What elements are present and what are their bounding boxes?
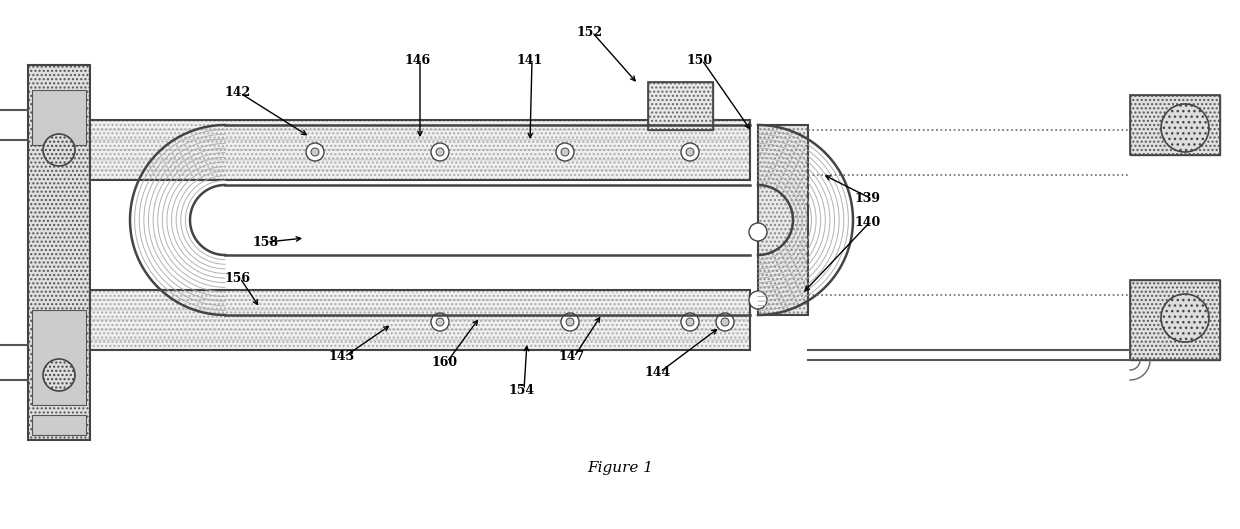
Bar — [91, 160, 750, 170]
Circle shape — [686, 148, 694, 156]
Circle shape — [1161, 294, 1209, 342]
Text: 139: 139 — [856, 191, 880, 205]
Circle shape — [432, 143, 449, 161]
Circle shape — [306, 143, 324, 161]
Circle shape — [681, 143, 699, 161]
Circle shape — [556, 143, 574, 161]
Text: Figure 1: Figure 1 — [587, 461, 653, 475]
Bar — [91, 120, 750, 180]
Bar — [758, 125, 808, 315]
Bar — [1130, 280, 1220, 360]
Circle shape — [560, 313, 579, 331]
Bar — [91, 310, 750, 320]
Bar — [1130, 280, 1220, 360]
Circle shape — [749, 223, 768, 241]
Bar — [91, 120, 750, 130]
Circle shape — [432, 313, 449, 331]
Bar — [91, 330, 750, 340]
Text: 156: 156 — [224, 271, 250, 285]
Text: 147: 147 — [559, 351, 585, 363]
Text: 146: 146 — [405, 53, 432, 67]
Circle shape — [681, 313, 699, 331]
Circle shape — [436, 148, 444, 156]
Bar — [649, 82, 713, 130]
Text: 140: 140 — [854, 215, 882, 229]
Bar — [91, 340, 750, 350]
Text: 152: 152 — [577, 25, 603, 39]
Circle shape — [436, 318, 444, 326]
Bar — [91, 320, 750, 330]
Bar — [32, 415, 86, 435]
Text: 160: 160 — [432, 355, 458, 369]
Text: 144: 144 — [645, 366, 671, 379]
Bar — [29, 65, 91, 440]
Text: 141: 141 — [517, 53, 543, 67]
Bar — [1130, 95, 1220, 155]
Text: 158: 158 — [252, 235, 278, 249]
Circle shape — [715, 313, 734, 331]
Circle shape — [560, 148, 569, 156]
Bar — [1130, 95, 1220, 155]
Bar — [91, 170, 750, 180]
Text: 154: 154 — [508, 384, 536, 397]
Bar — [91, 300, 750, 310]
Circle shape — [43, 134, 74, 166]
Bar — [32, 310, 86, 405]
Circle shape — [720, 318, 729, 326]
Bar — [91, 140, 750, 150]
Text: 150: 150 — [687, 53, 713, 67]
Circle shape — [43, 359, 74, 391]
Bar — [91, 130, 750, 140]
Bar — [29, 65, 91, 440]
Circle shape — [565, 318, 574, 326]
Bar — [91, 150, 750, 160]
Circle shape — [749, 291, 768, 309]
Text: 142: 142 — [224, 87, 252, 99]
Bar — [91, 290, 750, 300]
Circle shape — [686, 318, 694, 326]
Bar — [758, 125, 808, 315]
Bar — [32, 90, 86, 145]
Bar — [649, 82, 713, 130]
Text: 143: 143 — [329, 351, 355, 363]
Circle shape — [311, 148, 319, 156]
Bar — [91, 290, 750, 350]
Circle shape — [1161, 104, 1209, 152]
